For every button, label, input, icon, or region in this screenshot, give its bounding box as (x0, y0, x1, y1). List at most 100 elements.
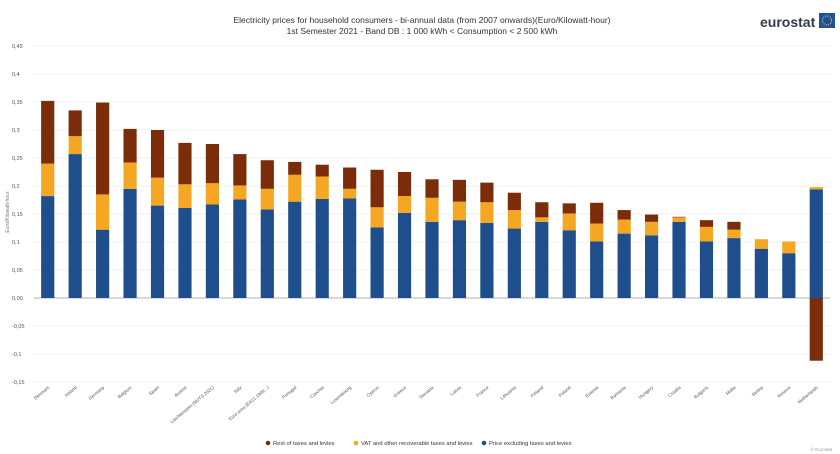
bar-segment[interactable] (562, 230, 576, 298)
bar-segment[interactable] (397, 172, 412, 197)
bar-segment[interactable] (480, 182, 494, 203)
bar-segment[interactable] (809, 298, 823, 361)
bar-segment[interactable] (260, 209, 274, 298)
bar-segment[interactable] (480, 222, 494, 298)
x-tick-label: Poland (558, 385, 573, 398)
bar-segment[interactable] (370, 227, 384, 298)
bar-segment[interactable] (233, 154, 247, 186)
bar-segment[interactable] (343, 198, 357, 298)
bar-segment[interactable] (41, 163, 55, 197)
bar-segment[interactable] (452, 201, 467, 221)
bar-segment[interactable] (178, 142, 192, 185)
bar-segment[interactable] (315, 164, 329, 177)
bar-segment[interactable] (150, 130, 165, 178)
legend: Rest of taxes and levies VAT and other re… (265, 440, 572, 447)
bar-segment[interactable] (562, 213, 576, 231)
bar-segment[interactable] (205, 183, 220, 205)
bar-segment[interactable] (123, 162, 137, 189)
x-tick-label: Malta (725, 385, 737, 396)
bar-segment[interactable] (699, 220, 714, 227)
bar-segment[interactable] (370, 169, 384, 208)
chart-subtitle: 1st Semester 2021 - Band DB : 1 000 kWh … (287, 26, 558, 36)
bar-segment[interactable] (617, 210, 631, 220)
bar-segment[interactable] (727, 238, 741, 298)
bar-segment[interactable] (370, 207, 384, 228)
bar-segment[interactable] (535, 202, 549, 218)
bar-segment[interactable] (782, 253, 796, 298)
bar-segment[interactable] (123, 128, 137, 163)
bar-segment[interactable] (288, 174, 302, 202)
bar-segment[interactable] (535, 221, 549, 298)
bar-segment[interactable] (672, 216, 686, 218)
bar-segment[interactable] (809, 189, 823, 298)
bar-segment[interactable] (233, 199, 247, 298)
bar-segment[interactable] (727, 229, 741, 239)
bar-segment[interactable] (315, 198, 329, 298)
bar-segment[interactable] (68, 110, 82, 137)
bar-segment[interactable] (617, 233, 631, 298)
bar-segment[interactable] (425, 179, 439, 198)
bar-segment[interactable] (590, 241, 604, 298)
bar-segment[interactable] (150, 205, 165, 298)
bar-segment[interactable] (260, 188, 274, 210)
bar-segment[interactable] (644, 235, 659, 298)
legend-item[interactable]: Price excluding taxes and levies (489, 441, 572, 447)
x-tick-label: Latvia (449, 385, 462, 397)
bar-segment[interactable] (562, 203, 576, 214)
bar-segment[interactable] (41, 196, 55, 298)
bar-segment[interactable] (288, 161, 302, 175)
bar-segment[interactable] (425, 197, 439, 222)
bar-segment[interactable] (507, 210, 521, 229)
bar-segment[interactable] (480, 202, 494, 223)
bar-segment[interactable] (672, 217, 686, 222)
bar-segment[interactable] (507, 192, 521, 211)
bar-segment[interactable] (452, 179, 467, 202)
legend-item[interactable]: Rest of taxes and levies (273, 441, 335, 447)
bar-segment[interactable] (150, 177, 165, 206)
bar-segment[interactable] (644, 214, 659, 222)
bar-segment[interactable] (425, 221, 439, 298)
bar-segment[interactable] (727, 221, 741, 230)
bar-segment[interactable] (178, 184, 192, 208)
bar-segment[interactable] (452, 220, 467, 298)
bar-segment[interactable] (41, 100, 55, 164)
bar-segment[interactable] (809, 187, 823, 190)
bar-segment[interactable] (178, 207, 192, 298)
bar-segment[interactable] (233, 185, 247, 200)
bar-segment[interactable] (96, 102, 110, 195)
eurostat-logo[interactable]: eurostat (760, 13, 835, 30)
bar-segment[interactable] (644, 221, 659, 236)
bar-segment[interactable] (397, 196, 412, 213)
bar-segment[interactable] (507, 228, 521, 298)
bar-segment[interactable] (617, 219, 631, 234)
bar-segment[interactable] (672, 221, 686, 298)
x-tick-label: Croatia (667, 385, 682, 399)
bar-segment[interactable] (96, 194, 110, 230)
bar-segment[interactable] (699, 241, 714, 298)
x-tick-label: Lithuania (499, 385, 517, 401)
bar-segment[interactable] (782, 241, 796, 254)
bar-segment[interactable] (96, 229, 110, 298)
grid (34, 45, 830, 383)
x-tick-label: Slovakia (418, 385, 435, 400)
bar-segment[interactable] (754, 248, 768, 298)
bar-segment[interactable] (535, 217, 549, 222)
x-tick-label: Netherlands (797, 384, 820, 404)
bar-segment[interactable] (754, 239, 768, 249)
bar-segment[interactable] (315, 176, 329, 199)
bar-segment[interactable] (590, 223, 604, 242)
legend-item[interactable]: VAT and other recoverable taxes and levi… (361, 441, 473, 447)
bar-segment[interactable] (343, 188, 357, 199)
bar-segment[interactable] (205, 204, 220, 298)
bar-segment[interactable] (68, 154, 82, 298)
bar-segment[interactable] (205, 144, 220, 184)
bar-segment[interactable] (260, 160, 274, 189)
bar-segment[interactable] (288, 201, 302, 298)
bar-segment[interactable] (343, 167, 357, 189)
bar-segment[interactable] (590, 202, 604, 224)
bar-segment[interactable] (68, 136, 82, 155)
bar-segment[interactable] (699, 226, 714, 242)
bar-segment[interactable] (123, 188, 137, 298)
bar-segment[interactable] (397, 212, 412, 298)
